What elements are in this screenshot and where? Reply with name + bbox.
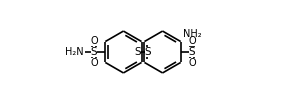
- Text: O: O: [188, 58, 196, 68]
- Text: S: S: [145, 47, 152, 57]
- Text: O: O: [90, 36, 98, 46]
- Text: S: S: [189, 47, 196, 57]
- Text: NH₂: NH₂: [183, 29, 202, 39]
- Text: H₂N: H₂N: [65, 47, 84, 57]
- Text: S: S: [134, 47, 141, 57]
- Text: O: O: [90, 58, 98, 68]
- Text: S: S: [90, 47, 97, 57]
- Text: O: O: [188, 36, 196, 46]
